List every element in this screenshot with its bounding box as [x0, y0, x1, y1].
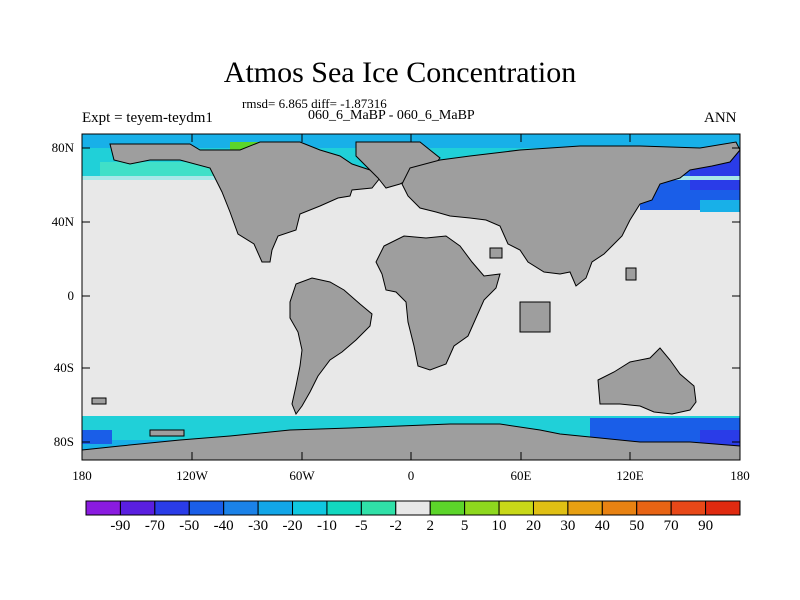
island	[519, 301, 551, 333]
colorbar-tick-label: -70	[144, 518, 165, 534]
lon-tick-label: 120E	[616, 468, 644, 483]
colorbar-box	[705, 500, 741, 516]
colorbar-tick-label: 10	[491, 518, 507, 534]
colorbar-box	[532, 500, 569, 516]
statistics-label: rmsd= 6.865 diff= -1.87316	[242, 96, 387, 111]
subtitle: 060_6_MaBP - 060_6_MaBP	[308, 108, 475, 123]
colorbar-box	[429, 500, 466, 516]
colorbar-tick-label: -2	[389, 518, 403, 534]
colorbar-box	[119, 500, 156, 516]
colorbar-box	[154, 500, 190, 516]
colorbar-tick-label: 90	[698, 518, 714, 534]
tick-marks	[82, 134, 740, 460]
colorbar-box	[257, 500, 294, 516]
colorbar-box	[670, 500, 707, 516]
colorbar-tick-label: 5	[460, 518, 469, 534]
colorbar-tick-label: 70	[663, 518, 679, 534]
colorbar-box	[498, 500, 534, 516]
north-america	[109, 141, 381, 263]
season-label: ANN	[704, 110, 737, 126]
lon-tick-label: 180	[730, 468, 750, 483]
lon-tick-label: 60W	[289, 468, 315, 483]
colorbar-tick-label: -20	[282, 518, 303, 534]
colorbar-tick-label: -90	[110, 518, 131, 534]
lat-tick-label: 40N	[51, 214, 74, 229]
colorbar-tick-label: -50	[179, 518, 200, 534]
colorbar-tick-label: 40	[594, 518, 610, 534]
colorbar-box	[601, 500, 638, 516]
colorbar-tick-label: 2	[426, 518, 434, 534]
australia	[597, 347, 697, 415]
land-masses	[81, 141, 741, 461]
eurasia	[401, 141, 741, 287]
colorbar-tick-label: -5	[355, 518, 368, 534]
colorbar-box	[85, 500, 121, 516]
experiment-label: Expt = teyem-teydm1	[82, 110, 213, 126]
island	[625, 267, 637, 281]
colorbar-box	[188, 500, 225, 516]
island	[91, 397, 107, 405]
island	[489, 247, 503, 259]
africa	[375, 235, 501, 371]
lat-tick-label: 80S	[53, 434, 74, 449]
lat-tick-label: 0	[67, 288, 75, 303]
south-america	[289, 277, 373, 416]
island	[149, 429, 185, 437]
colorbar-box	[292, 500, 328, 516]
colorbar-tick-label: 30	[560, 518, 576, 534]
lat-tick-label: 40S	[53, 360, 74, 375]
colorbar-box	[326, 500, 362, 516]
colorbar-box	[360, 500, 397, 516]
colorbar-tick-label: -40	[213, 518, 234, 534]
colorbar-box	[223, 500, 259, 516]
colorbar-tick-label: 20	[525, 518, 541, 534]
colorbar-tick-label: 50	[629, 518, 645, 534]
colorbar-box	[464, 500, 500, 516]
colorbar-box	[395, 500, 431, 516]
page-title: Atmos Sea Ice Concentration	[223, 56, 577, 89]
colorbar-box	[636, 500, 672, 516]
lon-tick-label: 120W	[176, 468, 208, 483]
colorbar	[85, 500, 741, 516]
lon-tick-label: 180	[72, 468, 92, 483]
lon-tick-label: 0	[407, 468, 415, 483]
lon-tick-label: 60E	[510, 468, 532, 483]
colorbar-box	[567, 500, 603, 516]
colorbar-tick-label: -30	[248, 518, 269, 534]
lat-tick-label: 80N	[51, 140, 74, 155]
colorbar-tick-label: -10	[316, 518, 337, 534]
